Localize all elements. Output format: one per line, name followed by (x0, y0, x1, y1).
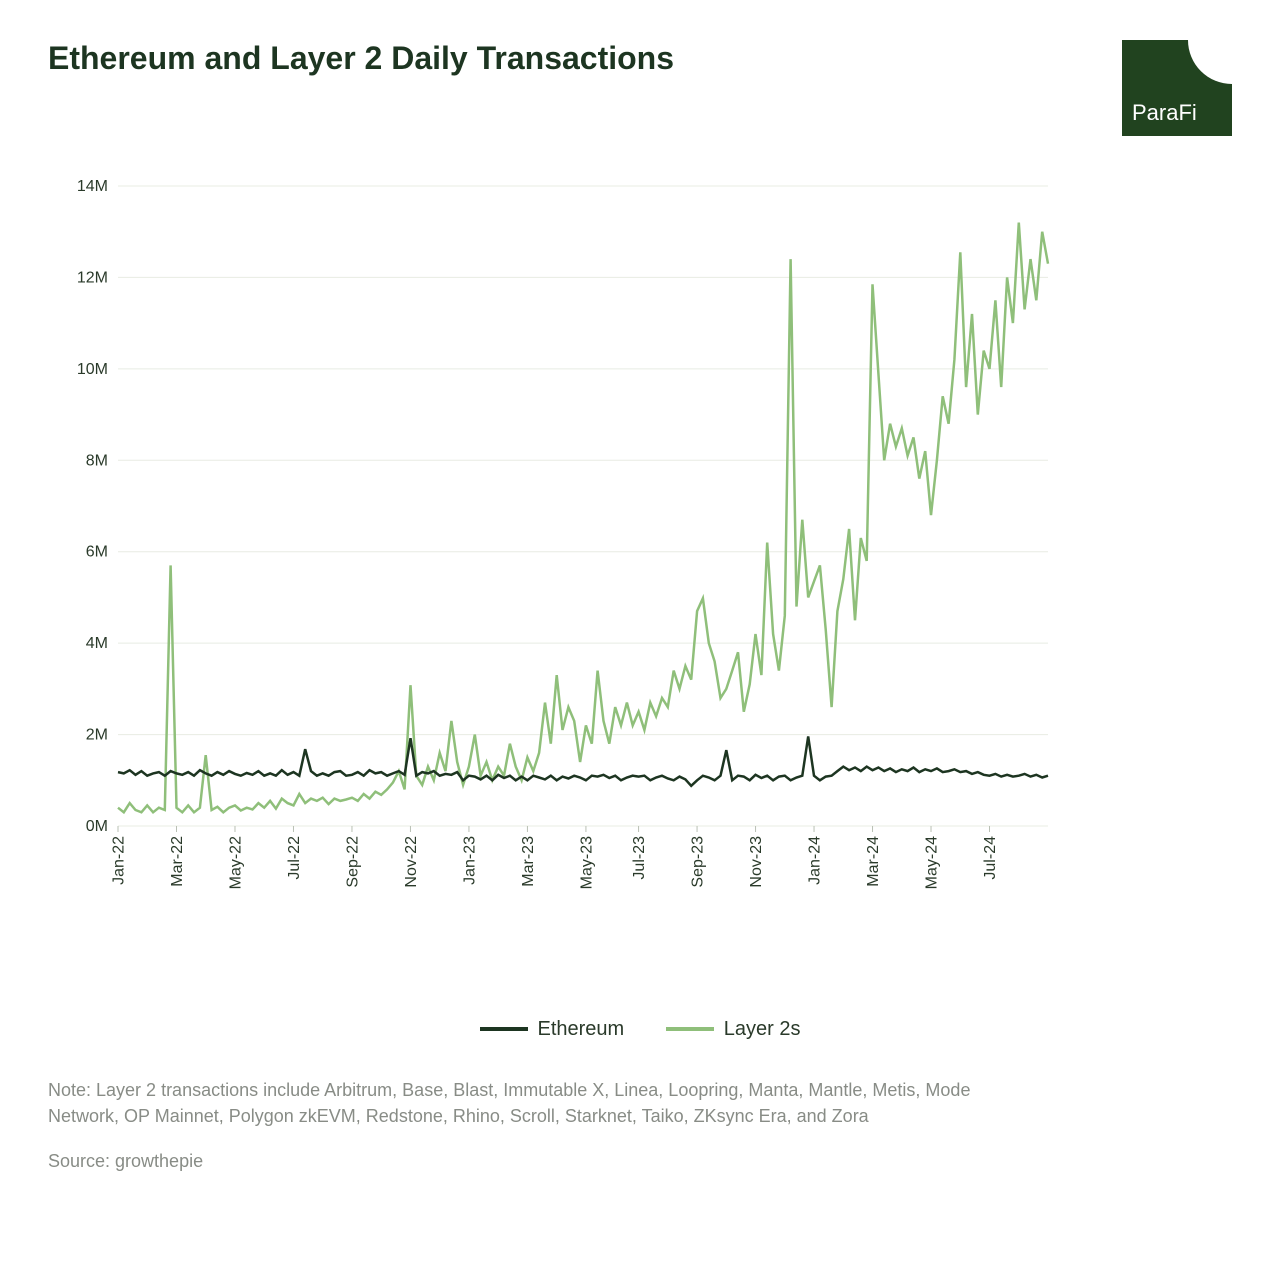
legend-label-ethereum: Ethereum (538, 1018, 625, 1041)
svg-text:Nov-23: Nov-23 (748, 836, 765, 888)
legend-label-layer2s: Layer 2s (724, 1018, 801, 1041)
svg-text:Nov-22: Nov-22 (403, 836, 420, 888)
svg-text:Mar-23: Mar-23 (520, 836, 537, 887)
svg-text:Sep-23: Sep-23 (690, 836, 707, 888)
logo-arc-icon (1188, 40, 1232, 84)
legend-item-ethereum: Ethereum (480, 1018, 625, 1041)
svg-text:4M: 4M (86, 635, 108, 652)
legend-swatch-ethereum (480, 1027, 528, 1031)
svg-text:Jul-23: Jul-23 (631, 836, 648, 880)
svg-text:May-23: May-23 (579, 836, 596, 889)
svg-text:Mar-24: Mar-24 (865, 836, 882, 887)
svg-text:May-24: May-24 (924, 836, 941, 889)
svg-text:2M: 2M (86, 727, 108, 744)
series-layer2s (118, 223, 1048, 813)
svg-text:Sep-22: Sep-22 (345, 836, 362, 888)
legend-item-layer2s: Layer 2s (666, 1018, 801, 1041)
svg-text:10M: 10M (77, 361, 108, 378)
svg-text:Mar-22: Mar-22 (169, 836, 186, 887)
logo-text: ParaFi (1132, 100, 1197, 126)
chart-note: Note: Layer 2 transactions include Arbit… (48, 1077, 1028, 1129)
chart-legend: Ethereum Layer 2s (48, 1014, 1232, 1041)
svg-text:6M: 6M (86, 544, 108, 561)
svg-text:8M: 8M (86, 452, 108, 469)
chart-container: 0M 2M 4M 6M 8M 10M 12M 14M Jan-22 Mar-22 May-22 Jul… (48, 176, 1232, 996)
svg-text:Jan-22: Jan-22 (111, 836, 128, 885)
chart-source: Source: growthepie (48, 1151, 1232, 1172)
svg-text:Jul-22: Jul-22 (286, 836, 303, 880)
parafi-logo: ParaFi (1122, 40, 1232, 136)
svg-text:May-22: May-22 (228, 836, 245, 889)
svg-text:0M: 0M (86, 818, 108, 835)
svg-text:12M: 12M (77, 269, 108, 286)
svg-text:Jan-24: Jan-24 (807, 836, 824, 885)
chart-title: Ethereum and Layer 2 Daily Transactions (48, 40, 674, 77)
svg-text:Jul-24: Jul-24 (982, 836, 999, 880)
svg-text:14M: 14M (77, 178, 108, 195)
svg-text:Jan-23: Jan-23 (462, 836, 479, 885)
line-chart: 0M 2M 4M 6M 8M 10M 12M 14M Jan-22 Mar-22 May-22 Jul… (48, 176, 1148, 996)
legend-swatch-layer2s (666, 1027, 714, 1031)
